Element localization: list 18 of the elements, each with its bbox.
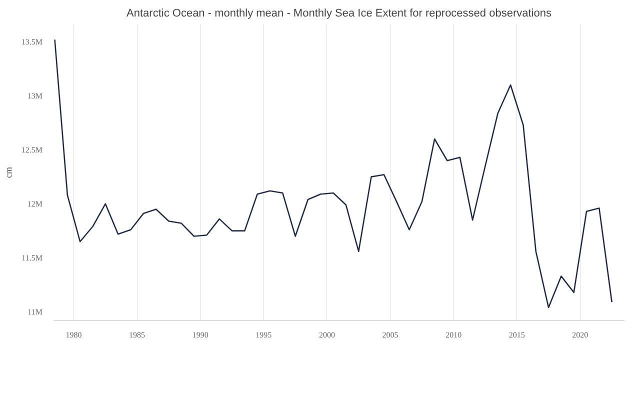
x-tick-label: 1990	[192, 330, 208, 340]
x-tick-label: 2020	[572, 330, 588, 340]
y-tick-label: 13M	[27, 91, 43, 100]
y-tick-label: 12.5M	[21, 145, 43, 154]
y-axis-title: cm	[3, 167, 14, 178]
y-tick-label: 12M	[27, 199, 43, 208]
x-tick-label: 2000	[318, 330, 335, 340]
line-series	[54, 38, 612, 308]
y-tick-label: 13.5M	[21, 37, 43, 46]
x-tick-label: 2010	[446, 330, 462, 340]
x-tick-label: 2005	[382, 330, 398, 340]
y-tick-label: 11.5M	[22, 253, 43, 262]
x-tick-label: 1985	[129, 330, 146, 340]
x-tick-label: 1995	[256, 330, 272, 340]
chart-title: Antarctic Ocean - monthly mean - Monthly Sea Ice Extent for reprocessed observations	[126, 8, 552, 20]
x-tick-label: 1980	[66, 330, 82, 340]
y-tick-label: 11M	[28, 307, 43, 316]
x-tick-label: 2015	[508, 330, 525, 340]
